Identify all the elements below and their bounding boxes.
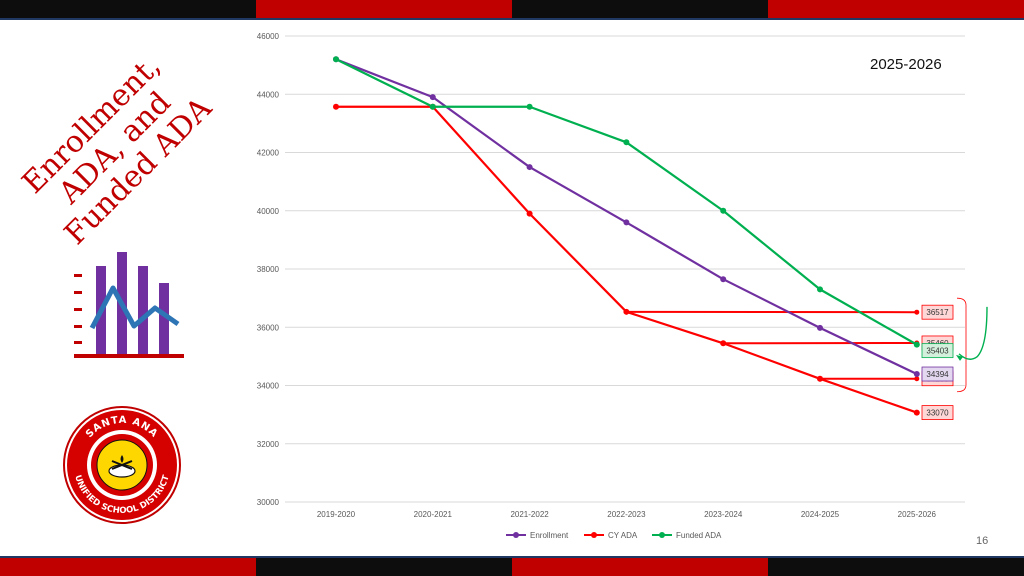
annotation-brackets <box>956 297 988 393</box>
data-label-box-33070 <box>921 405 954 420</box>
chart-legend: Enrollment CY ADA Funded ADA <box>506 531 722 540</box>
x-axis-tick-labels: 2019-2020 2020-2021 2021-2022 2022-2023 2023… <box>317 510 937 519</box>
x-tick-label-2023-2024: 2023-2024 <box>704 510 743 519</box>
page-number: 16 <box>976 535 989 547</box>
red-bracket <box>956 297 967 393</box>
y-axis-tick-labels: 30000 32000 34000 36000 38000 40000 42000 44000… <box>257 32 280 507</box>
y-tick-label-30000: 30000 <box>257 498 280 507</box>
point-cy-ada-2023-2024 <box>720 340 727 347</box>
x-tick-label-2020-2021: 2020-2021 <box>414 510 453 519</box>
green-arrow <box>958 306 988 360</box>
green-arrowhead <box>956 354 963 361</box>
point-funded-ada-2021-2022 <box>526 103 533 110</box>
x-tick-label-2024-2025: 2024-2025 <box>801 510 840 519</box>
x-tick-label-2019-2020: 2019-2020 <box>317 510 356 519</box>
point-funded-ada-2023-2024 <box>720 207 727 214</box>
point-enrollment-2025-2026 <box>913 371 920 378</box>
data-label-33070: 33070 <box>926 409 949 418</box>
series-lines <box>335 58 918 414</box>
legend-marker-funded-ada <box>659 532 665 538</box>
district-seal-logo: SANTA ANA UNIFIED SCHOOL DISTRICT <box>63 406 181 524</box>
data-label-35403: 35403 <box>926 347 949 356</box>
point-funded-ada-2024-2025 <box>817 286 823 293</box>
point-cy-ada-2025-2026 <box>913 409 920 416</box>
series-line-funded-ada <box>335 58 918 346</box>
point-enrollment-2023-2024 <box>720 276 727 283</box>
data-label-box-35403 <box>921 343 954 359</box>
x-tick-label-2025-2026: 2025-2026 <box>898 510 937 519</box>
point-cy-ada-2022-2023 <box>623 308 630 315</box>
series-markers <box>333 56 920 416</box>
legend-marker-enrollment <box>513 532 519 538</box>
data-label-box-34394 <box>921 366 954 382</box>
x-tick-label-2022-2023: 2022-2023 <box>607 510 646 519</box>
data-labels: 365173546034233354033439433070 <box>921 304 954 420</box>
point-enrollment-2021-2022 <box>526 164 533 171</box>
x-tick-label-2021-2022: 2021-2022 <box>510 510 549 519</box>
point-funded-ada-2019-2020 <box>333 56 339 63</box>
point-funded-ada-2025-2026 <box>913 341 920 348</box>
top-color-bar <box>0 0 1024 20</box>
y-tick-label-32000: 32000 <box>257 440 280 449</box>
point-enrollment-2020-2021 <box>429 94 436 101</box>
y-tick-label-44000: 44000 <box>257 90 280 99</box>
year-label: 2025-2026 <box>870 56 942 73</box>
data-label-36517: 36517 <box>926 308 949 317</box>
point-funded-ada-2022-2023 <box>623 139 630 146</box>
point-enrollment-2022-2023 <box>623 219 630 226</box>
data-label-box-36517 <box>921 304 954 320</box>
y-tick-label-38000: 38000 <box>257 265 280 274</box>
projection-endpoint-1 <box>914 309 920 315</box>
point-cy-ada-2021-2022 <box>526 210 533 217</box>
data-label-34394: 34394 <box>926 370 949 379</box>
legend-marker-cy-ada <box>591 532 597 538</box>
y-tick-label-40000: 40000 <box>257 207 280 216</box>
bar-chart-icon <box>74 252 184 358</box>
chart-gridlines <box>285 35 965 503</box>
projection-endpoint-3 <box>914 376 920 382</box>
point-enrollment-2024-2025 <box>817 324 823 331</box>
y-tick-label-42000: 42000 <box>257 149 280 158</box>
y-tick-label-36000: 36000 <box>257 323 280 332</box>
legend-label-funded-ada: Funded ADA <box>676 531 722 540</box>
legend-label-enrollment: Enrollment <box>530 531 569 540</box>
point-cy-ada-2019-2020 <box>333 103 339 110</box>
point-cy-ada-2024-2025 <box>817 375 823 382</box>
legend-label-cy-ada: CY ADA <box>608 531 638 540</box>
point-funded-ada-2020-2021 <box>429 103 436 110</box>
y-tick-label-34000: 34000 <box>257 382 280 391</box>
bottom-color-bar <box>0 556 1024 576</box>
y-tick-label-46000: 46000 <box>257 32 280 41</box>
